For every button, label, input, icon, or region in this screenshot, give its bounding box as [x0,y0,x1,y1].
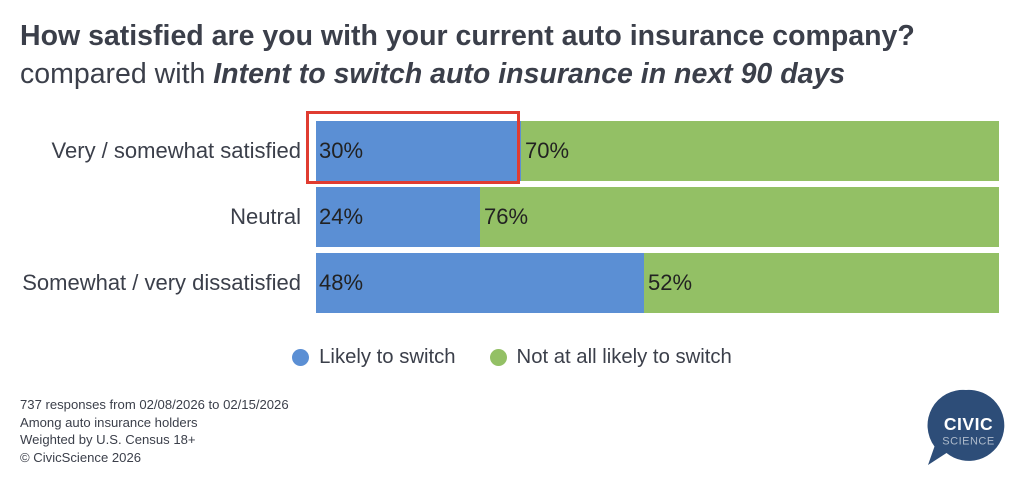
svg-text:CIVIC: CIVIC [944,414,993,434]
svg-text:SCIENCE: SCIENCE [942,436,994,448]
